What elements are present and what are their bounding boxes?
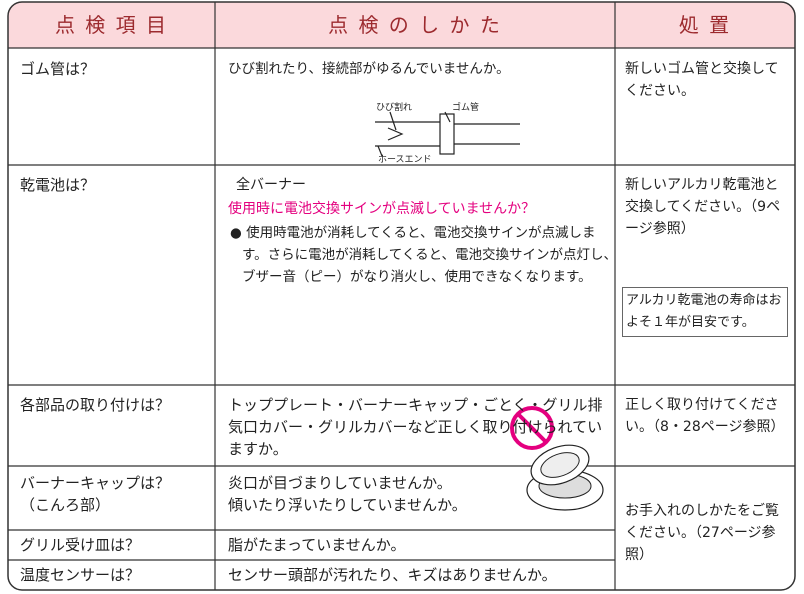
action: 新しいゴム管と交換してください。	[625, 61, 779, 99]
hose-diagram	[375, 111, 520, 157]
header-cell: 処 置	[678, 13, 732, 37]
method: センサー頭部が汚れたり、キズはありませんか。	[228, 566, 557, 584]
method: ひび割れたり、接続部がゆるんでいませんか。	[228, 61, 510, 77]
item: バーナーキャップは？	[20, 474, 171, 492]
method: 炎口が目づまりしていませんか。	[228, 474, 452, 492]
item: 乾電池は？	[20, 176, 96, 194]
header-cell: 点 検 の し か た	[328, 13, 502, 37]
bullet: ●	[230, 225, 247, 241]
item: ゴム管は？	[20, 60, 96, 78]
question: 使用時に電池交換サインが点滅していませんか？	[228, 201, 536, 217]
action: 新しいアルカリ乾電池と交換してください。（9ページ参照）	[625, 177, 781, 237]
method: 傾いたり浮いたりしていませんか。	[228, 496, 467, 514]
method: 脂がたまっていませんか。	[228, 536, 406, 554]
bullet-body: 使用時電池が消耗してくると、電池交換サインが点滅します。さらに電池が消耗してくる…	[242, 225, 618, 285]
method: トッププレート・バーナーキャップ・ごとく・グリル排気口カバー・グリルカバーなど正…	[228, 396, 603, 458]
bullet-text: ● 使用時電池が消耗してくると、電池交換サインが点滅します。さらに電池が消耗して…	[230, 222, 618, 288]
action: 正しく取り付けてください。（8・28ページ参照）	[625, 397, 785, 435]
shared-action: お手入れのしかたをご覧ください。（27ページ参照）	[625, 503, 779, 563]
burner-cap-icon	[510, 406, 604, 511]
item-sub: （こんろ部）	[20, 496, 111, 514]
header-cell: 点 検 項 目	[54, 13, 169, 37]
diagram-label: ひび割れ	[376, 103, 413, 113]
heading: 全バーナー	[236, 177, 306, 193]
item: 各部品の取り付けは？	[20, 396, 171, 414]
note: アルカリ乾電池の寿命はおよそ１年が目安です。	[622, 287, 788, 337]
item: グリル受け皿は？	[20, 536, 141, 554]
diagram-label: ゴム管	[452, 103, 480, 113]
diagram-label: ホースエンド	[378, 155, 432, 165]
item: 温度センサーは？	[20, 566, 141, 584]
